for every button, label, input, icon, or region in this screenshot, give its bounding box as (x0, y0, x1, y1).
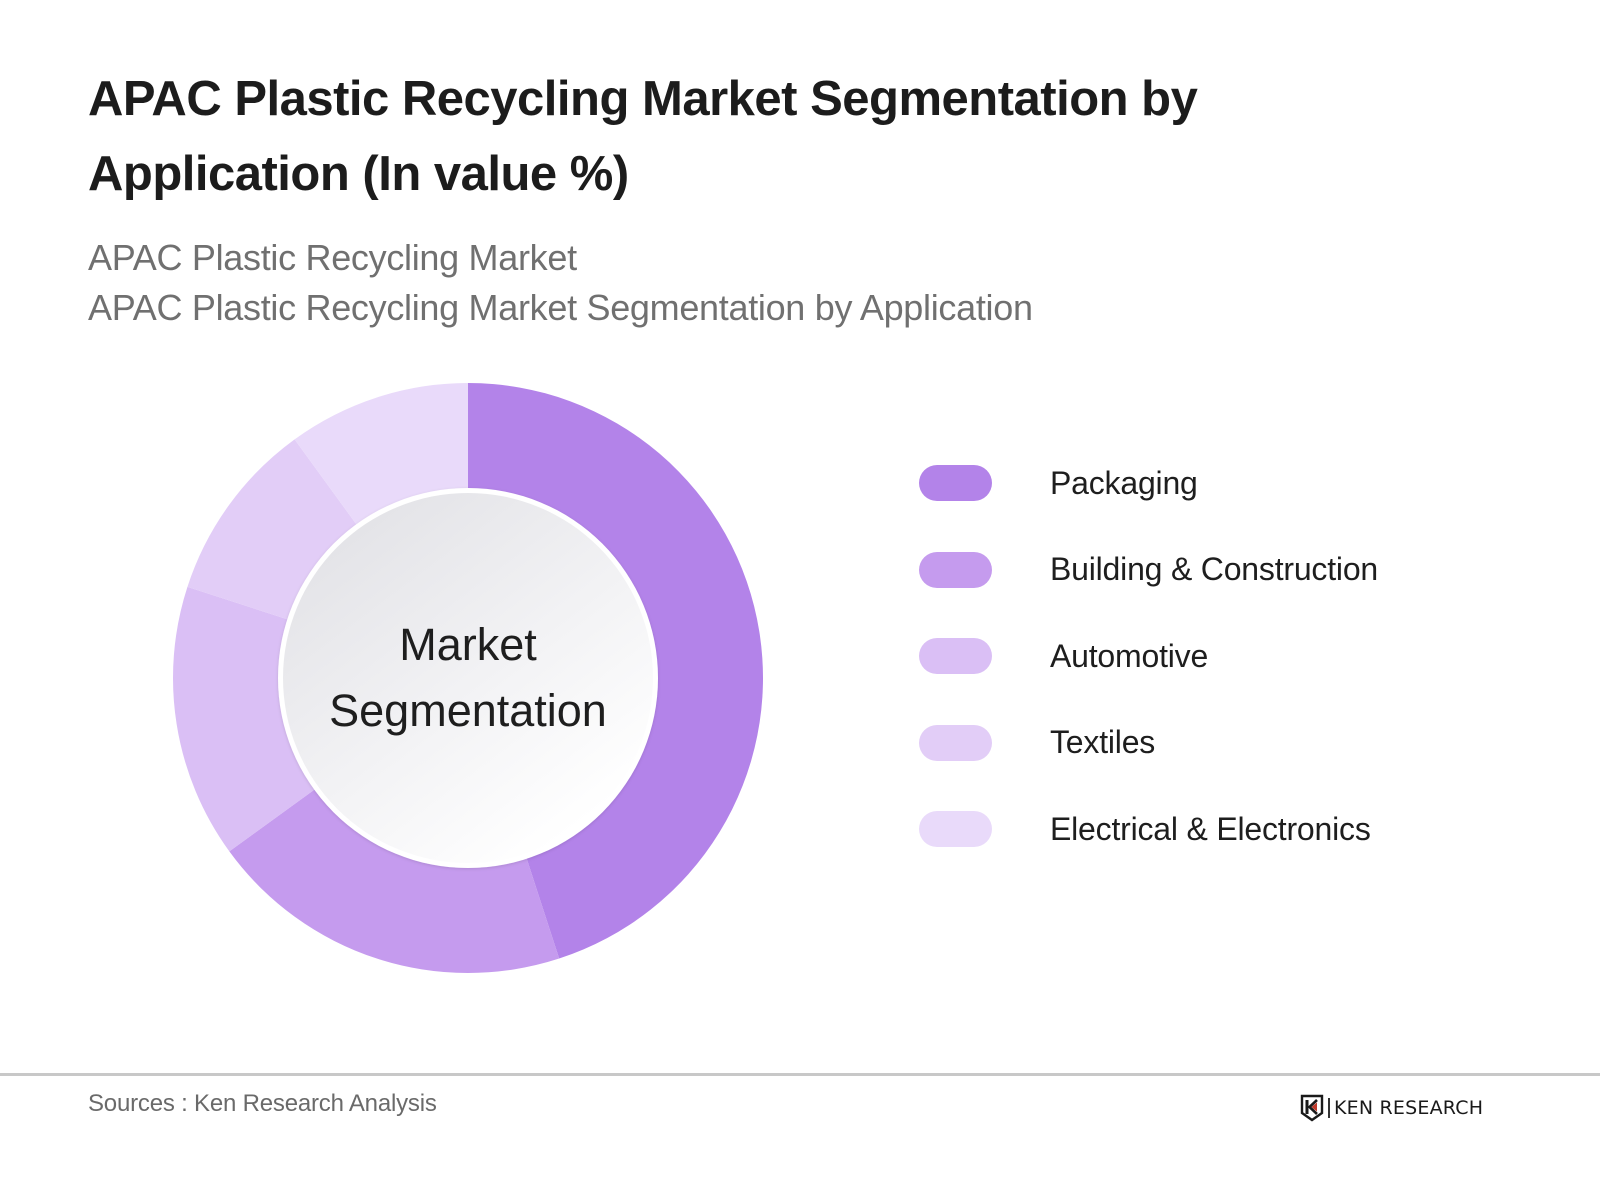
donut-slice-building-construction[interactable] (229, 787, 560, 973)
legend-swatch-packaging (919, 465, 992, 501)
legend-label-automotive: Automotive (1050, 637, 1209, 674)
logo-separator (1328, 1098, 1330, 1118)
legend-item-textiles[interactable]: Textiles (919, 724, 1378, 761)
legend-swatch-building-construction (919, 551, 992, 588)
legend-label-textiles: Textiles (1050, 724, 1156, 760)
legend-label-electrical-electronics: Electrical & Electronics (1050, 810, 1371, 847)
footer-divider (0, 1073, 1600, 1076)
donut-slice-electrical-electronics[interactable] (294, 383, 468, 528)
legend-label-packaging: Packaging (1050, 464, 1198, 501)
legend-item-building-construction[interactable]: Building & Construction (919, 551, 1379, 588)
chart-title: APAC Plastic Recycling Market Segmentati… (88, 62, 1388, 212)
donut-chart-svg (172, 383, 763, 973)
chart-title-line1: APAC Plastic Recycling Market Segmentati… (88, 72, 1198, 126)
donut-slice-textiles[interactable] (187, 439, 359, 621)
chart-subtitle-segmentation: APAC Plastic Recycling Market Segmentati… (88, 287, 1033, 328)
donut-slice-packaging[interactable] (468, 383, 763, 959)
legend-item-electrical-electronics[interactable]: Electrical & Electronics (919, 811, 1378, 847)
legend-swatch-automotive (919, 638, 992, 674)
legend-label-building-construction: Building & Construction (1050, 551, 1379, 587)
sources-note: Sources : Ken Research Analysis (88, 1090, 437, 1117)
chart-subtitle-market: APAC Plastic Recycling Market (88, 237, 577, 278)
donut-chart: Market Segmentation (168, 378, 768, 978)
ken-research-logo[interactable]: KEN RESEARCH (1300, 1094, 1483, 1122)
donut-slices (172, 383, 763, 973)
donut-center-disc (283, 493, 653, 863)
chart-legend: Packaging Building & Construction Automo… (919, 465, 1378, 898)
ken-research-logo-icon (1300, 1094, 1324, 1122)
legend-item-automotive[interactable]: Automotive (919, 638, 1378, 674)
chart-title-line2: Application (In value %) (88, 147, 629, 201)
legend-swatch-textiles (919, 724, 992, 761)
legend-item-packaging[interactable]: Packaging (919, 465, 1378, 501)
logo-text: KEN RESEARCH (1334, 1097, 1484, 1119)
legend-swatch-electrical-electronics (919, 811, 992, 847)
